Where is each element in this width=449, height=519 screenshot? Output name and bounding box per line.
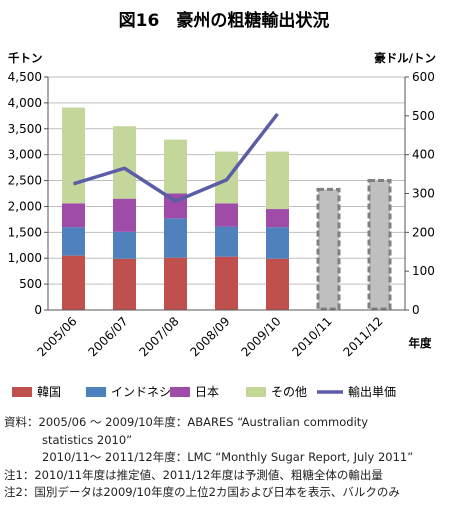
bar-segment [62, 227, 85, 256]
chart-title: 図16 豪州の粗糖輸出状況 [119, 10, 330, 31]
legend-swatch [170, 387, 190, 397]
y-right-tick-label: 600 [412, 70, 435, 84]
x-tick-label: 2011/12 [340, 314, 385, 359]
y-right-tick-label: 0 [412, 303, 420, 317]
y-left-tick-label: 4,000 [8, 96, 42, 110]
y-right-tick-label: 300 [412, 187, 435, 201]
x-tick-label: 2006/07 [85, 314, 130, 359]
source-line-2: statistics 2010” [42, 432, 133, 447]
legend-swatch [12, 387, 32, 397]
x-tick-label: 2005/06 [34, 314, 79, 359]
bar-segment [113, 126, 136, 199]
bar-segment [62, 203, 85, 228]
total-bar-dashed [367, 179, 392, 311]
legend-label: その他 [271, 385, 307, 399]
y-right-tick-label: 500 [412, 109, 435, 123]
y-left-tick-label: 500 [19, 277, 42, 291]
total-bars-dashed [316, 179, 392, 311]
legend-label: インドネシア [111, 385, 183, 399]
bar-segment [266, 151, 289, 210]
bar-segment [215, 256, 238, 310]
x-tick-label: 2008/09 [187, 314, 232, 359]
notes: 資料：2005/06 ～ 2009/10年度：ABARES “Australia… [4, 414, 449, 502]
bar-segment [164, 218, 187, 258]
y-left-tick-label: 2,500 [8, 174, 42, 188]
y-left-tick-label: 3,000 [8, 148, 42, 162]
legend-swatch [246, 387, 266, 397]
bar-segment [215, 226, 238, 257]
bar-segment [266, 258, 289, 310]
axes [47, 77, 406, 311]
bar-segment [215, 203, 238, 227]
y-right-tick-label: 400 [412, 148, 435, 162]
y-right-unit: 豪ドル/トン [374, 51, 436, 65]
y-left-ticks: 0 500 1,000 1,500 2,000 2,500 3,000 3,500 4,000 4… [8, 70, 48, 317]
y-left-tick-label: 4,500 [8, 70, 42, 84]
y-left-tick-label: 1,500 [8, 225, 42, 239]
note-2: 注2：国別データは2009/10年度の上位2カ国および日本を表示、バルクのみ [4, 485, 400, 499]
price-line [72, 112, 279, 204]
source-line-1: 資料：2005/06 ～ 2009/10年度：ABARES “Australia… [4, 415, 369, 429]
legend-label: 日本 [195, 385, 219, 399]
source-line-3: 2010/11～ 2011/12年度：LMC “Monthly Sugar Re… [42, 450, 414, 464]
bar-segment [62, 255, 85, 310]
bar-segment [266, 209, 289, 228]
bar-segment [164, 139, 187, 194]
bar-segment [164, 257, 187, 310]
legend-label: 輸出単価 [348, 384, 396, 399]
bars [62, 107, 289, 310]
bar-segment [266, 227, 289, 259]
y-left-tick-label: 1,000 [8, 251, 42, 265]
bar-segment [113, 231, 136, 259]
y-left-tick-label: 0 [34, 303, 42, 317]
bar-segment [62, 107, 85, 204]
y-left-tick-label: 2,000 [8, 199, 42, 213]
x-tick-label: 2009/10 [238, 314, 283, 359]
chart: 図16 豪州の粗糖輸出状況 千トン 豪ドル/トン 0 500 1,000 1,500 2… [8, 10, 436, 399]
y-right-tick-label: 100 [412, 264, 435, 278]
y-left-tick-label: 3,500 [8, 122, 42, 136]
total-bar-dashed [316, 187, 341, 311]
x-ticks: 2005/06 2006/07 2007/08 2008/09 2009/10 2010/… [34, 314, 385, 359]
x-tick-label: 2007/08 [136, 314, 181, 359]
price-line-path [72, 112, 279, 204]
note-1: 注1：2010/11年度は推定値、2011/12年度は予測値、粗糖全体の輸出量 [4, 467, 383, 482]
legend-label: 韓国 [37, 385, 61, 399]
legend-swatch [86, 387, 106, 397]
x-unit: 年度 [409, 336, 432, 350]
x-tick-label: 2010/11 [289, 314, 334, 359]
bar-segment [113, 258, 136, 310]
y-right-ticks: 0 100 200 300 400 500 600 [405, 70, 435, 317]
legend: 韓国 インドネシア 日本 その他 輸出単価 [12, 384, 396, 399]
bar-segment [113, 198, 136, 232]
y-left-unit: 千トン [8, 51, 43, 65]
y-right-tick-label: 200 [412, 225, 435, 239]
